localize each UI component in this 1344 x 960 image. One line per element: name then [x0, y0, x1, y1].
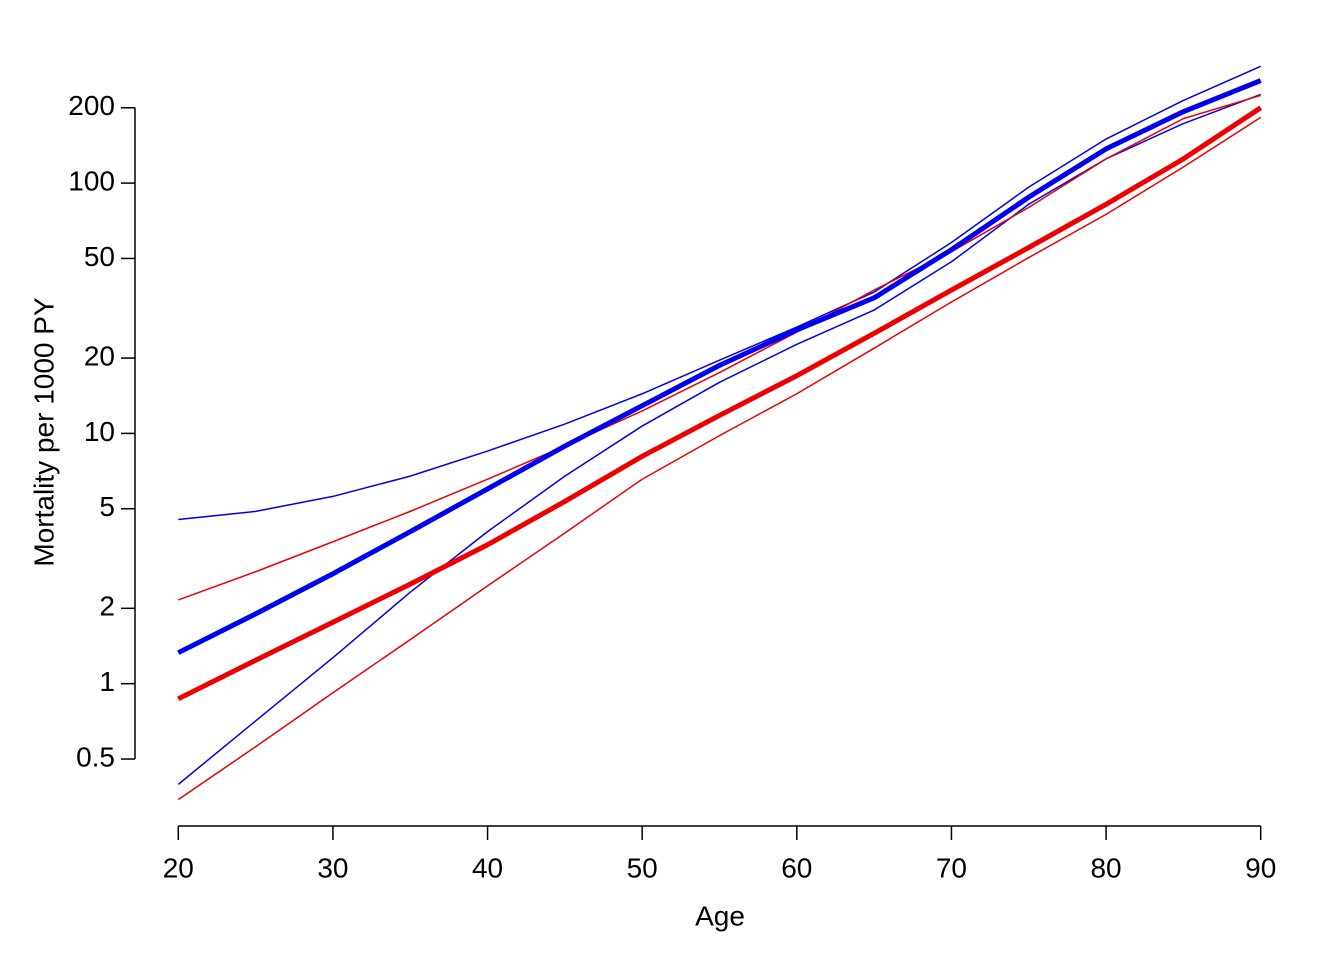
x-tick-label: 50	[627, 852, 658, 883]
y-tick-label: 0.5	[76, 741, 115, 772]
series-line	[177, 116, 1262, 801]
y-tick-label: 200	[68, 90, 115, 121]
y-tick-label: 2	[99, 591, 115, 622]
y-tick-label: 5	[99, 491, 115, 522]
y-tick-label: 50	[84, 241, 115, 272]
series-line	[178, 94, 1261, 601]
y-tick-label: 20	[84, 340, 115, 371]
x-tick-label: 80	[1090, 852, 1121, 883]
series-line	[178, 65, 1262, 521]
x-tick-label: 90	[1245, 852, 1276, 883]
y-tick-label: 1	[99, 666, 115, 697]
x-tick-label: 60	[781, 852, 812, 883]
series-line	[177, 93, 1261, 785]
x-tick-label: 40	[472, 852, 503, 883]
y-tick-label: 10	[84, 416, 115, 447]
series-line	[177, 78, 1262, 655]
x-axis-label: Age	[695, 900, 745, 931]
series-line	[177, 105, 1263, 702]
x-tick-label: 30	[317, 852, 348, 883]
x-tick-label: 70	[936, 852, 967, 883]
y-tick-label: 100	[68, 166, 115, 197]
y-axis-label: Mortality per 1000 PY	[28, 297, 59, 567]
x-tick-label: 20	[163, 852, 194, 883]
